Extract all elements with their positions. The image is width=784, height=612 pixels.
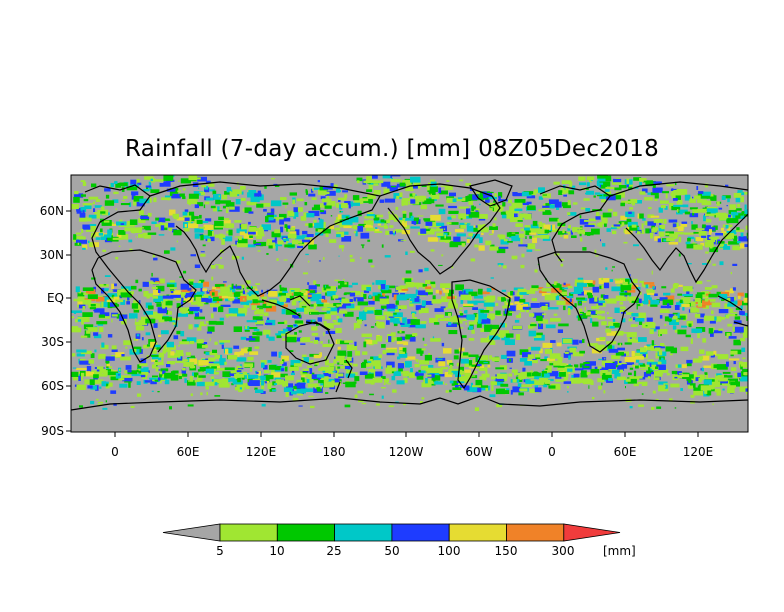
- colorbar-label-300: 300: [551, 544, 575, 558]
- australia-coast: [285, 321, 335, 365]
- lat-label-60s: 60S: [41, 379, 64, 393]
- antarctica-coast: [71, 395, 748, 411]
- map-title: Rainfall (7-day accum.) [mm] 08Z05Dec201…: [125, 136, 659, 162]
- europe-coast-right: [539, 185, 611, 263]
- map-frame: [70, 174, 749, 433]
- lon-label-0-right: 0: [548, 445, 556, 459]
- colorbar-bin-25-50: [334, 523, 393, 542]
- lat-label-60n: 60N: [39, 204, 64, 218]
- colorbar-unit: [mm]: [603, 544, 636, 558]
- colorbar-bin-under-5: [162, 523, 221, 542]
- axis-ticks: [66, 210, 699, 437]
- greenland-coast: [469, 179, 513, 207]
- colorbar-label-50: 50: [384, 544, 400, 558]
- colorbar: [162, 523, 621, 542]
- colorbar-label-10: 10: [269, 544, 285, 558]
- lon-label-0: 0: [111, 445, 119, 459]
- lon-label-180: 180: [322, 445, 346, 459]
- lat-label-30n: 30N: [39, 248, 64, 262]
- colorbar-bin-5-10: [219, 523, 278, 542]
- lon-label-120e-right: 120E: [682, 445, 714, 459]
- north-america-coast: [379, 183, 501, 275]
- indonesia-islands-right: [717, 295, 748, 327]
- new-zealand-coast: [335, 359, 353, 393]
- colorbar-label-5: 5: [216, 544, 224, 558]
- coastlines: [71, 179, 748, 411]
- lat-label-eq: EQ: [46, 291, 64, 305]
- rainfall-field: [71, 175, 748, 411]
- lon-label-60w: 60W: [465, 445, 493, 459]
- lon-label-60e-right: 60E: [613, 445, 637, 459]
- lat-label-30s: 30S: [41, 335, 64, 349]
- colorbar-bin-100-150: [448, 523, 507, 542]
- colorbar-label-150: 150: [494, 544, 518, 558]
- south-america-coast: [451, 279, 511, 390]
- lon-label-60e: 60E: [176, 445, 200, 459]
- colorbar-bin-10-25: [276, 523, 335, 542]
- colorbar-bin-150-300: [506, 523, 565, 542]
- colorbar-bin-over-300: [563, 523, 621, 542]
- colorbar-label-100: 100: [437, 544, 461, 558]
- lon-label-120e: 120E: [245, 445, 277, 459]
- asia-coast-right: [609, 181, 748, 284]
- colorbar-bin-50-100: [391, 523, 450, 542]
- africa-coast-right: [537, 251, 641, 353]
- africa-coast-left: [97, 249, 197, 353]
- lat-label-90s: 90S: [41, 424, 64, 438]
- europe-coast-left: [84, 184, 157, 363]
- asia-coast-left: [149, 181, 381, 297]
- colorbar-label-25: 25: [326, 544, 342, 558]
- lon-label-120w: 120W: [388, 445, 424, 459]
